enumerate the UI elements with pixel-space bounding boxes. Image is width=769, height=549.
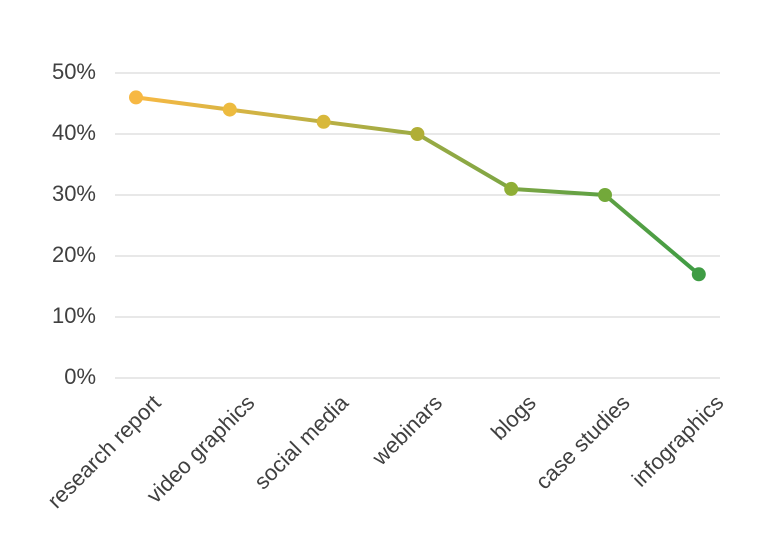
data-point [504,181,519,196]
x-tick-label: social media [249,389,354,494]
y-tick-label: 50% [52,59,96,84]
data-point [316,114,331,129]
data-point [222,102,237,117]
data-point [691,267,706,282]
x-tick-label: webinars [366,390,447,471]
data-point [598,188,612,202]
data-point [129,90,143,105]
x-tick-label: blogs [486,390,541,445]
data-line [135,95,701,276]
y-tick-label: 30% [52,181,96,206]
y-tick-label: 0% [64,364,96,389]
x-tick-label: case studies [530,390,634,494]
y-tick-label: 40% [52,120,96,145]
y-tick-label: 10% [52,303,96,328]
y-tick-label: 20% [52,242,96,267]
data-point [410,127,425,141]
x-tick-label: infographics [627,390,729,492]
